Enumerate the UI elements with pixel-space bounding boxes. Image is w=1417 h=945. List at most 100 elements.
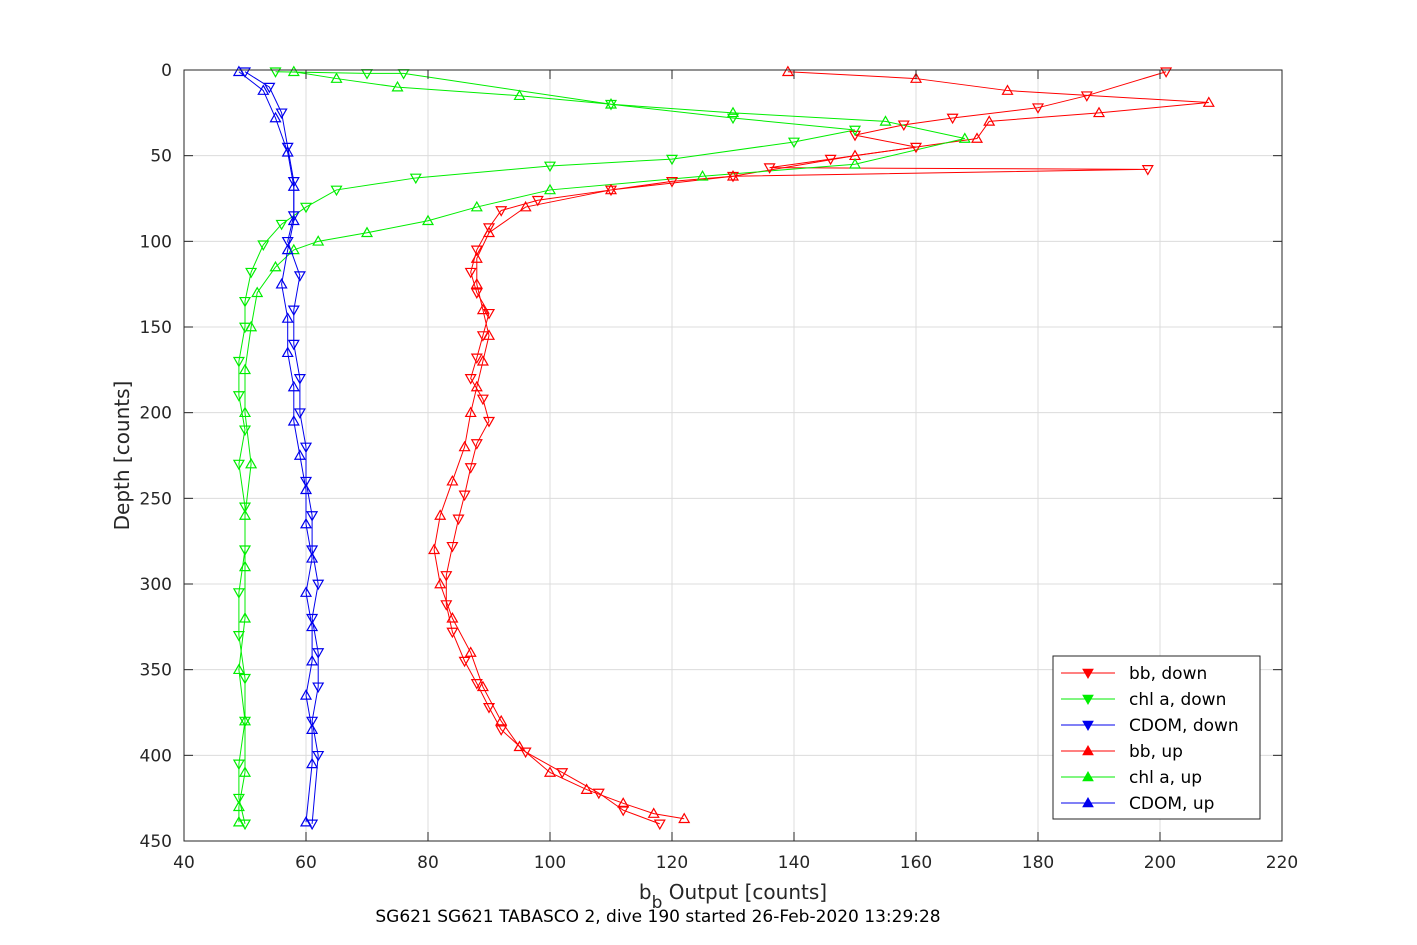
point-bb-down (482, 223, 496, 234)
point-chl-a-up (287, 243, 300, 255)
point-chl-a-down (275, 219, 288, 231)
point-cdom-up (287, 415, 300, 426)
point-chl-a-down (245, 267, 258, 279)
point-cdom-up (306, 723, 319, 734)
point-cdom-down (312, 682, 325, 694)
point-bb-down (464, 463, 477, 474)
point-cdom-down (299, 476, 313, 488)
point-bb-down (909, 142, 923, 154)
point-cdom-up (281, 146, 294, 157)
x-axis-label-main: b (639, 880, 652, 904)
point-cdom-down (293, 271, 306, 282)
point-chl-a-down (238, 425, 252, 437)
point-chl-a-down (232, 759, 245, 771)
point-bb-down (617, 805, 630, 817)
point-chl-a-down (543, 161, 557, 173)
point-chl-a-up (238, 509, 252, 520)
y-tick-label: 350 (140, 661, 172, 681)
point-bb-down (446, 541, 459, 553)
point-bb-up (428, 543, 441, 555)
point-cdom-up (299, 586, 313, 597)
point-bb-up (909, 72, 923, 83)
point-bb-up (470, 277, 483, 289)
series-line-cdom-down (244, 71, 319, 824)
point-cdom-up (257, 84, 270, 95)
point-cdom-up (299, 517, 313, 529)
point-bb-up (513, 740, 526, 752)
legend-item-bb-up: bb, up (1061, 742, 1183, 762)
point-bb-down (470, 288, 483, 299)
legend-swatch-marker (1082, 796, 1094, 808)
x-tick-label: 60 (295, 853, 317, 873)
point-chl-a-down (299, 202, 313, 214)
point-bb-down (1080, 91, 1093, 102)
point-bb-up (470, 380, 483, 392)
point-cdom-down (306, 545, 319, 556)
y-tick-label: 200 (140, 404, 172, 424)
x-tick-label: 200 (1144, 853, 1176, 873)
point-chl-a-up (232, 815, 245, 827)
legend-item-bb-down: bb, down (1061, 664, 1207, 684)
legend-swatch-marker (1082, 770, 1094, 782)
point-cdom-down (306, 613, 319, 625)
point-bb-down (464, 267, 477, 279)
point-chl-a-up (958, 132, 971, 143)
point-chl-a-down (238, 673, 252, 685)
point-bb-down (665, 177, 679, 188)
point-chl-a-up (726, 106, 740, 118)
point-bb-down (464, 374, 477, 385)
y-tick-label: 300 (140, 575, 172, 595)
point-chl-a-up (696, 170, 709, 181)
point-bb-down (1031, 103, 1045, 114)
point-bb-down (1141, 165, 1154, 176)
point-cdom-up (275, 277, 288, 289)
point-chl-a-up (604, 98, 618, 109)
legend-label: chl a, down (1129, 690, 1226, 710)
point-bb-up (458, 440, 471, 452)
point-chl-a-up (238, 560, 252, 572)
point-bb-up (1001, 84, 1014, 95)
point-bb-up (434, 577, 447, 589)
point-cdom-down (293, 374, 306, 385)
series-line-chl-a-down (238, 71, 856, 824)
point-chl-a-down (232, 459, 245, 471)
point-chl-a-up (245, 320, 258, 332)
series-line-bb-up (433, 71, 1209, 820)
point-bb-up (678, 812, 691, 824)
x-tick-label: 220 (1266, 853, 1298, 873)
legend-box (1052, 655, 1261, 820)
point-cdom-up (299, 689, 313, 700)
point-cdom-up (299, 483, 313, 495)
tick-labels: 40 60 80 100 120 140 160 180 200 220 0 50 100 150 200 2… (140, 61, 1299, 873)
point-bb-up (543, 766, 557, 777)
point-cdom-up (287, 180, 300, 191)
point-bb-down (653, 819, 666, 831)
legend-swatch-marker (1082, 668, 1094, 680)
plot-frame (183, 69, 1283, 842)
point-chl-a-up (238, 406, 252, 418)
chart-subtitle: SG621 SG621 TABASCO 2, dive 190 started … (375, 907, 940, 927)
point-bb-down (495, 206, 508, 217)
ticks (183, 69, 1283, 842)
point-bb-up (519, 200, 532, 212)
point-bb-down (946, 113, 959, 125)
point-bb-down (452, 514, 465, 526)
point-bb-down (458, 490, 471, 502)
point-chl-a-up (238, 612, 252, 623)
point-bb-down (824, 154, 837, 166)
point-chl-a-up (245, 457, 258, 469)
point-cdom-down (293, 408, 306, 419)
x-axis-label-subscript: b (652, 893, 663, 913)
point-cdom-up (287, 380, 300, 392)
y-tick-label: 400 (140, 746, 172, 766)
point-bb-up (476, 680, 489, 692)
y-tick-label: 0 (161, 61, 172, 81)
y-tick-label: 100 (140, 232, 172, 252)
point-bb-up (470, 252, 483, 263)
point-bb-down (470, 353, 483, 365)
legend-item-cdom-down: CDOM, down (1061, 716, 1239, 736)
point-chl-a-up (421, 214, 435, 226)
point-bb-down (458, 656, 471, 668)
x-tick-label: 140 (778, 853, 810, 873)
